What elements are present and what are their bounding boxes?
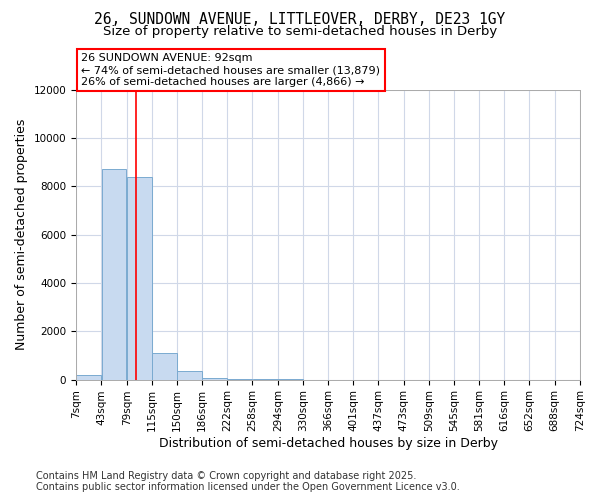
Text: 26 SUNDOWN AVENUE: 92sqm
← 74% of semi-detached houses are smaller (13,879)
26% : 26 SUNDOWN AVENUE: 92sqm ← 74% of semi-d…: [81, 54, 380, 86]
Bar: [177, 371, 202, 380]
Bar: [127, 176, 152, 380]
Bar: [101, 170, 127, 380]
X-axis label: Distribution of semi-detached houses by size in Derby: Distribution of semi-detached houses by …: [158, 437, 497, 450]
Bar: [152, 353, 177, 380]
Text: Contains HM Land Registry data © Crown copyright and database right 2025.
Contai: Contains HM Land Registry data © Crown c…: [36, 471, 460, 492]
Bar: [227, 379, 252, 380]
Text: 26, SUNDOWN AVENUE, LITTLEOVER, DERBY, DE23 1GY: 26, SUNDOWN AVENUE, LITTLEOVER, DERBY, D…: [94, 12, 506, 28]
Y-axis label: Number of semi-detached properties: Number of semi-detached properties: [15, 119, 28, 350]
Bar: [202, 378, 227, 380]
Bar: [76, 375, 101, 380]
Text: Size of property relative to semi-detached houses in Derby: Size of property relative to semi-detach…: [103, 25, 497, 38]
